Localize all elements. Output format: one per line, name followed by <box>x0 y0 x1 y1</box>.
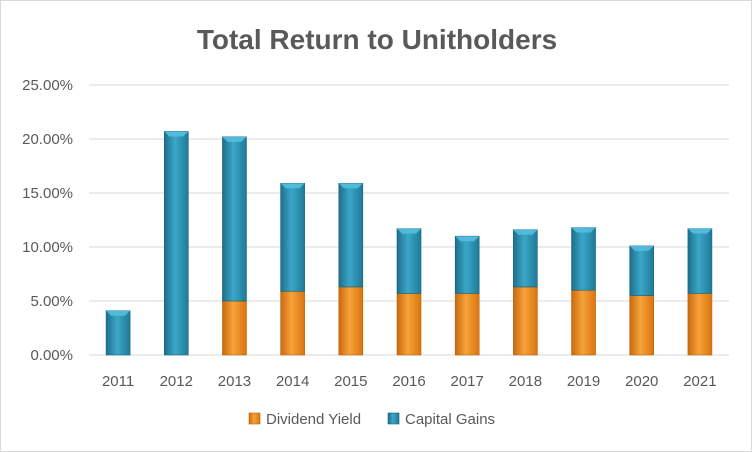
bar-capital-gains-2019 <box>571 227 596 291</box>
bar-top-cap <box>571 227 596 233</box>
x-tick-label: 2014 <box>276 373 309 390</box>
bar-capital-gains-2016 <box>396 228 422 294</box>
bar-dividend-yield-2016 <box>396 293 422 356</box>
bar-dividend-yield-2021 <box>687 293 713 356</box>
bar-capital-gains-2011 <box>105 310 131 356</box>
y-tick-label: 5.00% <box>30 293 73 310</box>
bar-capital-gains-2013 <box>222 136 247 302</box>
bar-dividend-yield-2019 <box>571 289 596 356</box>
x-tick-label: 2015 <box>334 373 367 390</box>
x-tick-label: 2017 <box>450 373 483 390</box>
legend: Dividend Yield Capital Gains <box>248 411 495 428</box>
legend-swatch-dividend-yield <box>248 412 261 425</box>
bar-dividend-yield-2013 <box>222 300 247 356</box>
bar-capital-gains-2021 <box>687 228 713 294</box>
bar-top-cap <box>106 310 131 316</box>
x-tick-label: 2019 <box>567 373 600 390</box>
bar-top-cap <box>629 245 654 251</box>
bar-dividend-yield-2018 <box>513 286 538 356</box>
legend-label: Dividend Yield <box>266 411 361 428</box>
legend-label: Capital Gains <box>405 411 495 428</box>
x-tick-label: 2021 <box>683 373 716 390</box>
bar-dividend-yield-2015 <box>338 286 364 356</box>
legend-swatch-capital-gains <box>387 412 400 425</box>
bar-capital-gains-2014 <box>280 182 305 292</box>
x-axis-ticks: 2011 2012 2013 2014 2015 2016 2017 2018 2019 2020… <box>102 373 717 390</box>
bar-top-cap <box>687 228 712 234</box>
y-tick-label: 20.00% <box>22 131 73 148</box>
y-tick-label: 10.00% <box>22 239 73 256</box>
y-axis-ticks: 0.00% 5.00% 10.00% 15.00% 20.00% 25.00% <box>22 77 73 364</box>
bar-top-cap <box>280 183 305 189</box>
x-tick-label: 2012 <box>160 373 193 390</box>
bar-top-cap <box>164 131 189 137</box>
x-tick-label: 2020 <box>625 373 658 390</box>
x-tick-label: 2013 <box>218 373 251 390</box>
bar-capital-gains-2017 <box>454 235 480 294</box>
bar-capital-gains-2012 <box>163 131 189 356</box>
x-tick-label: 2011 <box>102 373 134 390</box>
x-tick-label: 2018 <box>509 373 542 390</box>
chart-title: Total Return to Unitholders <box>197 24 557 55</box>
y-tick-label: 15.00% <box>22 185 73 202</box>
bar-capital-gains-2015 <box>338 182 364 288</box>
bar-top-cap <box>513 229 538 235</box>
bar-dividend-yield-2017 <box>454 293 480 356</box>
bar-top-cap <box>338 183 363 189</box>
bar-capital-gains-2018 <box>513 229 538 288</box>
y-tick-label: 25.00% <box>22 77 73 94</box>
bar-dividend-yield-2014 <box>280 290 305 356</box>
x-tick-label: 2016 <box>392 373 425 390</box>
bar-capital-gains-2020 <box>629 245 655 296</box>
y-tick-label: 0.00% <box>30 347 73 364</box>
bars <box>105 131 713 356</box>
bar-top-cap <box>455 236 480 242</box>
bar-dividend-yield-2020 <box>629 295 655 356</box>
bar-top-cap <box>222 136 247 142</box>
bar-top-cap <box>397 228 421 234</box>
